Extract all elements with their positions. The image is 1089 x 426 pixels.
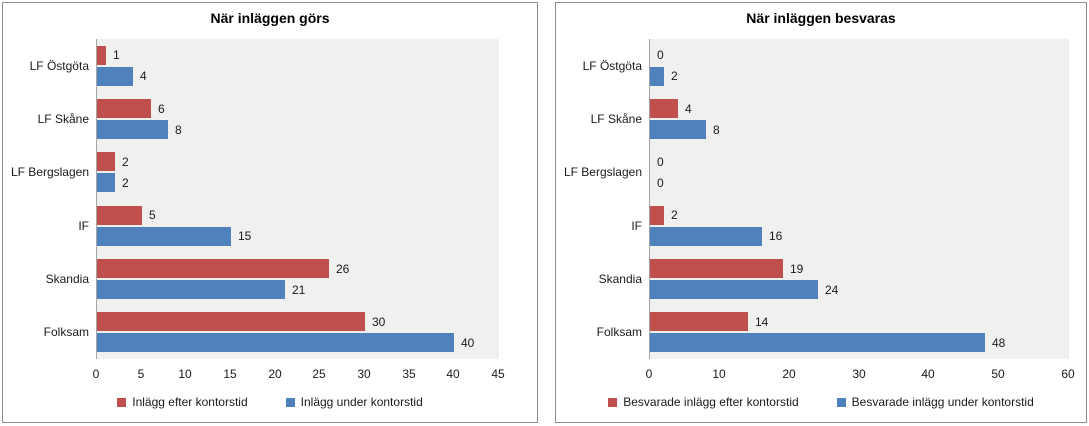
bar-after-hours: [97, 45, 106, 65]
data-label: 4: [140, 69, 147, 84]
x-axis-tick-label: 60: [1061, 367, 1075, 381]
bar-after-hours: [650, 205, 664, 225]
category-label: IF: [631, 218, 642, 233]
data-label: 30: [372, 314, 386, 329]
legend-swatch-blue-icon: [285, 397, 295, 407]
data-label: 4: [685, 101, 692, 116]
x-axis-tick-label: 30: [852, 367, 866, 381]
legend: Inlägg efter kontorstid Inlägg under kon…: [3, 395, 537, 409]
bar-after-hours: [650, 312, 748, 332]
category-label: Skandia: [598, 271, 642, 286]
plot-area: [96, 39, 499, 359]
bar-after-hours: [97, 259, 329, 278]
category-label: LF Östgöta: [582, 58, 642, 73]
x-axis-tick-label: 10: [178, 367, 192, 381]
x-axis-tick-label: 25: [312, 367, 326, 381]
bar-after-hours: [650, 259, 783, 278]
bar-office-hours: [650, 333, 985, 353]
legend-swatch-blue-icon: [836, 397, 846, 407]
legend-entry-office-hours: Besvarade inlägg under kontorstid: [836, 395, 1034, 409]
category-label: Folksam: [43, 325, 89, 340]
bar-office-hours: [650, 120, 706, 139]
legend-label: Besvarade inlägg under kontorstid: [851, 395, 1034, 409]
category-label: LF Skåne: [37, 111, 89, 126]
legend-label: Besvarade inlägg efter kontorstid: [623, 395, 799, 409]
category-label: LF Östgöta: [29, 58, 89, 73]
category-label: IF: [78, 218, 89, 233]
x-axis-tick-label: 5: [137, 367, 145, 381]
bar-office-hours: [97, 226, 231, 246]
data-label: 14: [755, 314, 769, 329]
data-label: 2: [122, 154, 129, 169]
x-axis-tick-label: 50: [991, 367, 1005, 381]
x-axis-tick-label: 0: [645, 367, 653, 381]
category-label: Skandia: [45, 271, 89, 286]
x-axis-tick-label: 30: [357, 367, 371, 381]
category-label: LF Bergslagen: [10, 165, 89, 180]
x-axis-tick-label: 15: [223, 367, 237, 381]
bar-after-hours: [97, 205, 142, 225]
x-axis-tick-label: 45: [491, 367, 505, 381]
x-axis-tick-label: 20: [268, 367, 282, 381]
data-label: 24: [825, 282, 839, 297]
x-axis-tick-label: 40: [921, 367, 935, 381]
data-label: 6: [158, 101, 165, 116]
data-label: 26: [336, 261, 350, 276]
bar-office-hours: [97, 333, 454, 353]
bar-office-hours: [97, 173, 115, 193]
bar-office-hours: [97, 280, 285, 299]
data-label: 8: [713, 122, 720, 137]
data-label: 8: [175, 122, 182, 137]
legend-label: Inlägg under kontorstid: [300, 395, 423, 409]
x-axis-tick-label: 40: [446, 367, 460, 381]
legend-swatch-red-icon: [117, 397, 127, 407]
chart-title: När inläggen görs: [210, 10, 330, 26]
bar-after-hours: [97, 152, 115, 172]
bar-office-hours: [97, 66, 133, 86]
bar-after-hours: [97, 99, 151, 118]
category-label: Folksam: [596, 325, 642, 340]
category-label: LF Bergslagen: [563, 165, 642, 180]
data-label: 5: [149, 208, 156, 223]
data-label: 2: [671, 208, 678, 223]
data-label: 21: [292, 282, 306, 297]
x-axis-tick-label: 35: [402, 367, 416, 381]
bar-office-hours: [97, 120, 168, 139]
legend-entry-after-hours: Inlägg efter kontorstid: [117, 395, 248, 409]
data-label: 19: [790, 261, 804, 276]
plot-area: [649, 39, 1069, 359]
bar-office-hours: [650, 226, 762, 246]
bar-office-hours: [650, 66, 664, 86]
x-axis-tick-label: 10: [712, 367, 726, 381]
legend: Besvarade inlägg efter kontorstid Besvar…: [556, 395, 1086, 409]
data-label: 2: [671, 69, 678, 84]
legend-swatch-red-icon: [608, 397, 618, 407]
data-label: 40: [461, 335, 475, 350]
data-label: 0: [657, 154, 664, 169]
bar-after-hours: [97, 312, 365, 332]
legend-entry-after-hours: Besvarade inlägg efter kontorstid: [608, 395, 799, 409]
chart-panel-posts-answered: När inläggen besvaras Besvarade inlägg e…: [555, 2, 1087, 423]
legend-entry-office-hours: Inlägg under kontorstid: [285, 395, 423, 409]
x-axis-tick-label: 20: [782, 367, 796, 381]
data-label: 16: [769, 229, 783, 244]
bar-after-hours: [650, 99, 678, 118]
data-label: 48: [992, 335, 1006, 350]
data-label: 0: [657, 175, 664, 190]
data-label: 1: [113, 48, 120, 63]
data-label: 2: [122, 175, 129, 190]
chart-panel-posts-made: När inläggen görs Inlägg efter kontorsti…: [2, 2, 538, 423]
data-label: 15: [238, 229, 252, 244]
x-axis-tick-label: 0: [92, 367, 100, 381]
chart-title: När inläggen besvaras: [746, 10, 896, 26]
data-label: 0: [657, 48, 664, 63]
category-label: LF Skåne: [590, 111, 642, 126]
legend-label: Inlägg efter kontorstid: [132, 395, 248, 409]
bar-office-hours: [650, 280, 818, 299]
